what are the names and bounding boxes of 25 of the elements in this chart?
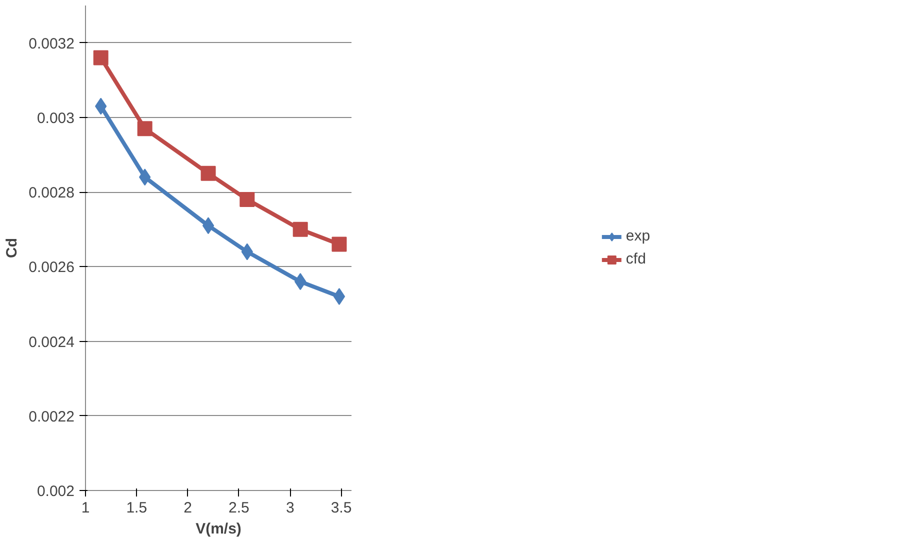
x-tick-label: 3.5	[330, 500, 352, 516]
y-tick-label: 0.0032	[28, 35, 75, 52]
y-tick-label: 0.0022	[28, 408, 75, 426]
legend-label: cfd	[626, 250, 646, 268]
y-tick-label: 0.0026	[28, 259, 75, 276]
x-tick-label: 2	[184, 500, 192, 516]
point	[137, 121, 152, 136]
x-axis-title: V(m/s)	[196, 520, 242, 538]
point	[202, 217, 214, 234]
point	[332, 236, 347, 252]
point	[240, 192, 255, 207]
legend-label: exp	[626, 228, 650, 244]
x-tick-label: 2.5	[228, 500, 250, 516]
y-tick-label: 0.003	[36, 110, 75, 127]
x-tick-label: 3	[286, 500, 294, 516]
x-tick-label: 1.5	[126, 500, 148, 516]
y-tick-label: 0.002	[36, 483, 75, 500]
y-axis-title: Cd	[4, 238, 21, 258]
point	[93, 50, 108, 66]
point	[292, 222, 308, 237]
x-tick-label: 1	[81, 500, 90, 516]
point	[200, 166, 216, 181]
y-tick-label: 0.0024	[28, 334, 75, 351]
y-tick-label: 0.0028	[28, 184, 75, 202]
point	[333, 288, 346, 305]
